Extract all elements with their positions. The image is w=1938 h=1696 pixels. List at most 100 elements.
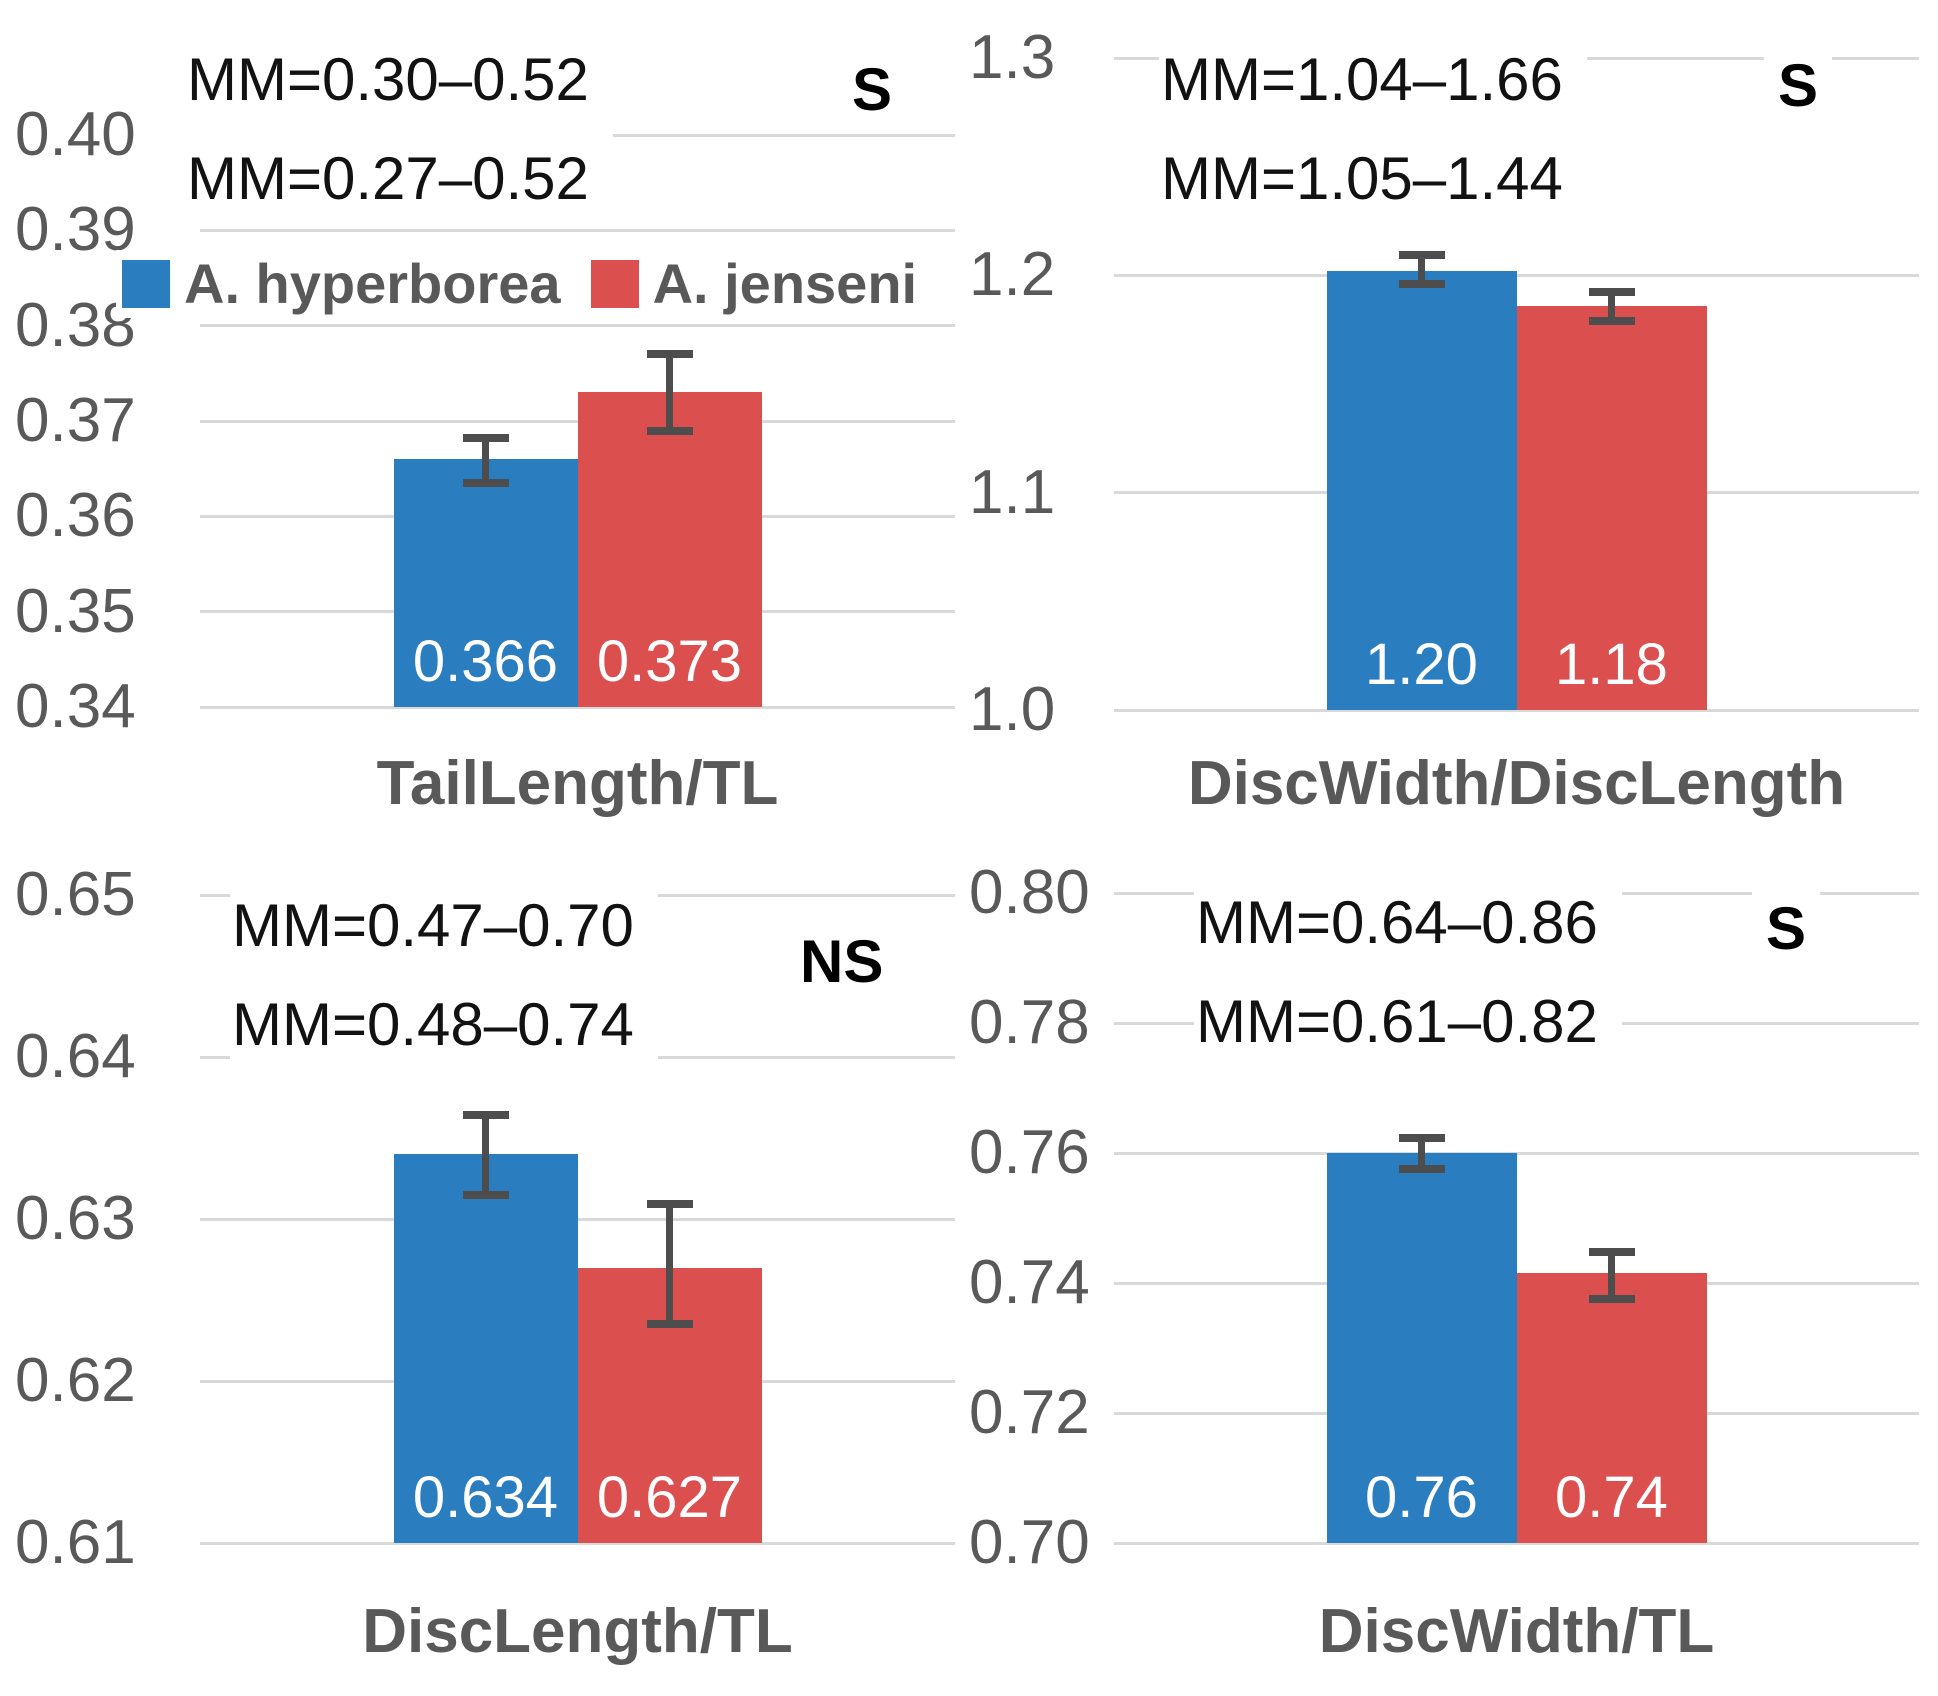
bar-value-label: 1.20 [1365,632,1478,697]
gridline [200,228,955,232]
chart-discwidth-tl: 0.80 0.78 0.76 0.74 0.72 0.70 0.76 0.74 MM=0.6… [969,848,1938,1696]
legend-swatch-jenseni [590,260,639,308]
error-bar-line [1418,253,1425,285]
y-tick-label: 1.0 [969,675,1056,744]
y-tick-label: 0.61 [15,1508,136,1577]
bar-hyperborea [393,1154,578,1543]
annotation-mm-jenseni: MM=1.05–1.44 [1159,129,1587,228]
bar-hyperborea [1326,270,1517,710]
error-bar-cap-top [1588,1247,1635,1256]
chart-taillength-tl: 0.40 0.39 0.38 0.37 0.36 0.35 0.34 0.366 0.373 … [0,0,969,848]
y-tick-label: 0.34 [15,672,136,741]
error-bar-line [1418,1136,1425,1170]
legend-label-hyperborea: A. hyperborea [184,252,561,315]
error-bar-line [666,1202,673,1325]
gridline [1114,1151,1919,1155]
error-bar-cap-bottom [1588,1295,1635,1304]
y-tick-label: 0.40 [15,100,136,169]
y-tick-label: 1.3 [969,23,1056,92]
range-annotations: MM=0.30–0.52 MM=0.27–0.52 [185,30,613,228]
gridline [200,1541,955,1545]
error-bar-line [1608,290,1615,321]
bar-jenseni [1516,1273,1707,1543]
bar-value-label: 0.366 [412,629,559,694]
bar-value-label: 0.634 [412,1465,559,1530]
error-bar-cap-top [1588,287,1635,296]
y-tick-label: 0.65 [15,860,136,929]
annotation-mm-hyperborea: MM=1.04–1.66 [1159,30,1587,129]
error-bar-cap-bottom [1398,280,1445,289]
bar-jenseni [1516,305,1707,710]
bar-hyperborea [393,459,578,707]
y-tick-label: 0.63 [15,1184,136,1253]
chart-disclength-tl: 0.65 0.64 0.63 0.62 0.61 0.634 0.627 MM=0.47–… [0,848,969,1696]
gridline [200,1217,955,1221]
legend-label-jenseni: A. jenseni [652,252,918,315]
error-bar-cap-bottom [646,426,693,435]
error-bar-line [666,353,673,431]
y-tick-label: 0.70 [969,1508,1090,1577]
bar-value-label: 0.627 [596,1465,743,1530]
y-tick-label: 0.76 [969,1118,1090,1187]
gridline [200,324,955,328]
annotation-mm-hyperborea: MM=0.30–0.52 [185,30,613,129]
significance-label: NS [786,924,898,1000]
y-tick-label: 0.37 [15,386,136,455]
legend: A. hyperborea A. jenseni [116,250,924,318]
error-bar-line [482,1113,489,1195]
chart-title: DiscWidth/DiscLength [1187,749,1846,818]
gridline [1114,708,1919,712]
annotation-mm-jenseni: MM=0.48–0.74 [230,975,658,1074]
y-tick-label: 0.74 [969,1248,1090,1317]
annotation-mm-jenseni: MM=0.27–0.52 [185,129,613,228]
y-tick-label: 0.35 [15,576,136,646]
bar-value-label: 0.76 [1365,1465,1478,1530]
gridline [1114,273,1919,277]
range-annotations: MM=0.47–0.70 MM=0.48–0.74 [230,876,658,1074]
y-tick-label: 1.2 [969,240,1056,310]
bar-value-label: 1.18 [1555,632,1668,697]
chart-title: DiscWidth/TL [1318,1597,1715,1666]
bar-jenseni [577,392,762,707]
significance-label: S [1752,891,1821,967]
y-tick-label: 0.72 [969,1378,1090,1447]
annotation-mm-jenseni: MM=0.61–0.82 [1194,972,1622,1071]
chart-discwidth-disclength: 1.3 1.2 1.1 1.0 1.20 1.18 MM=1.04–1.66 MM=1.… [969,0,1938,848]
y-tick-label: 0.80 [969,858,1090,927]
significance-label: S [838,52,907,128]
y-tick-label: 1.1 [969,457,1056,527]
gridline [1114,1541,1919,1545]
y-tick-label: 0.78 [969,988,1090,1057]
error-bar-line [1608,1250,1615,1300]
error-bar-cap-top [1398,250,1445,259]
error-bar-cap-bottom [1588,316,1635,325]
error-bar-cap-top [462,434,509,443]
y-tick-label: 0.38 [15,290,136,360]
error-bar-cap-top [646,350,693,359]
error-bar-cap-bottom [462,478,509,487]
range-annotations: MM=0.64–0.86 MM=0.61–0.82 [1194,873,1622,1071]
range-annotations: MM=1.04–1.66 MM=1.05–1.44 [1159,30,1587,228]
y-tick-label: 0.64 [15,1022,136,1091]
error-bar-line [482,437,489,483]
error-bar-cap-top [646,1199,693,1208]
error-bar-cap-bottom [462,1190,509,1199]
y-tick-label: 0.36 [15,481,136,551]
chart-title: TailLength/TL [376,749,779,818]
legend-swatch-hyperborea [122,260,170,308]
annotation-mm-hyperborea: MM=0.47–0.70 [230,876,658,975]
bar-hyperborea [1326,1153,1517,1543]
error-bar-cap-top [1398,1133,1445,1142]
significance-label: S [1764,48,1833,124]
y-tick-label: 0.62 [15,1346,136,1415]
error-bar-cap-bottom [1398,1165,1445,1174]
error-bar-cap-top [462,1110,509,1119]
error-bar-cap-bottom [646,1320,693,1329]
bar-value-label: 0.74 [1555,1465,1668,1530]
chart-title: DiscLength/TL [362,1597,793,1666]
y-tick-label: 0.39 [15,195,136,265]
annotation-mm-hyperborea: MM=0.64–0.86 [1194,873,1622,972]
gridline [200,705,955,709]
bar-value-label: 0.373 [596,629,743,694]
